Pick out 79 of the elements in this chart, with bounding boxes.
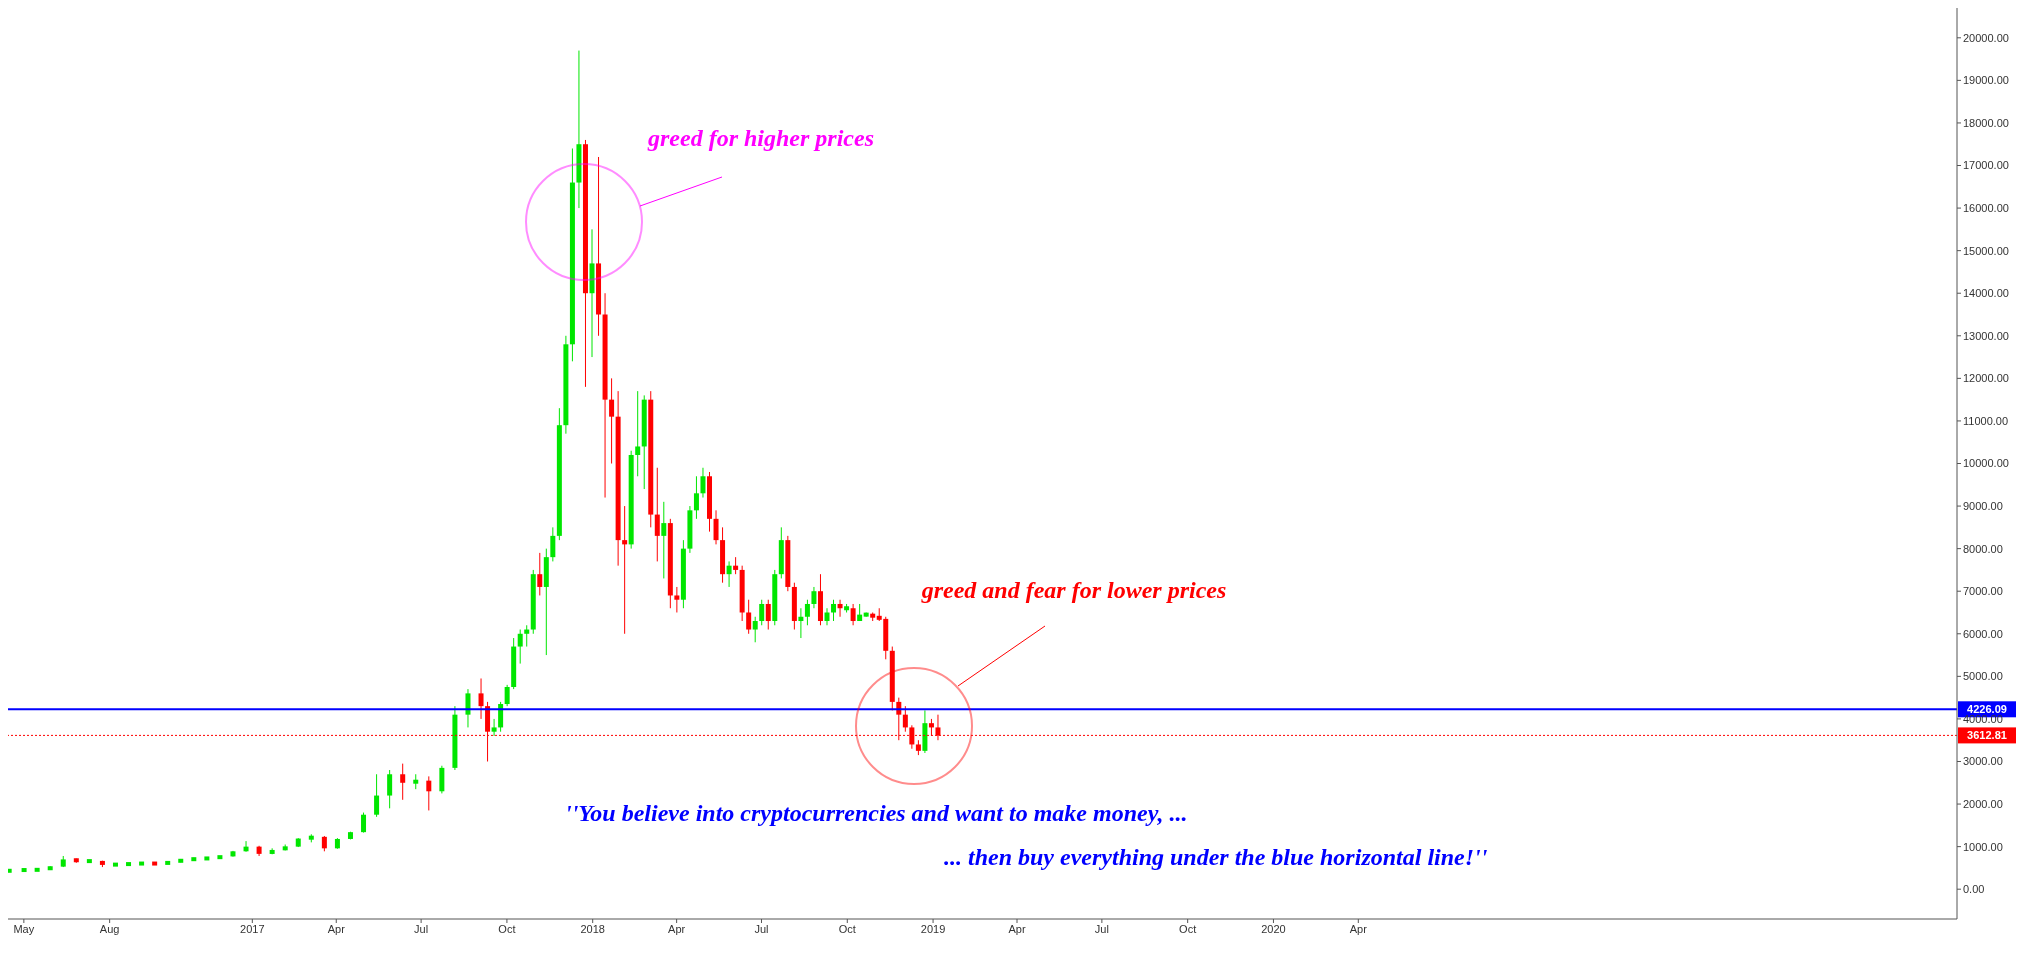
- candlestick: [700, 467, 706, 499]
- candlestick: [765, 599, 771, 631]
- y-tick-label: 15000.00: [1963, 244, 2009, 257]
- y-tick-label: 20000.00: [1963, 31, 2009, 44]
- x-tick-label: Jul: [414, 922, 429, 935]
- x-tick-label: Jul: [754, 922, 769, 935]
- x-tick-label: Apr: [1008, 922, 1026, 935]
- y-tick-label: 5000.00: [1963, 670, 2003, 683]
- x-tick-label: Oct: [838, 922, 856, 935]
- y-tick-label: 14000.00: [1963, 287, 2009, 300]
- x-tick-label: 2019: [920, 922, 946, 935]
- annotation: greed and fear for lower prices: [921, 577, 1227, 604]
- y-tick-label: 12000.00: [1963, 372, 2009, 385]
- y-tick-label: 10000.00: [1963, 457, 2009, 470]
- y-tick-label: 13000.00: [1963, 329, 2009, 342]
- x-tick-label: Apr: [668, 922, 686, 935]
- candlestick: [824, 607, 830, 626]
- y-tick-label: 6000.00: [1963, 627, 2003, 640]
- x-tick-label: Aug: [99, 922, 120, 935]
- ref-line-label: 4226.09: [1967, 703, 2007, 716]
- candlestick: [726, 560, 732, 588]
- candlestick: [811, 586, 817, 609]
- x-tick-label: Oct: [498, 922, 516, 935]
- candlestick: [374, 773, 380, 818]
- candlestick: [804, 599, 810, 626]
- annotation: ''You believe into cryptocurrencies and want to make money, ...: [565, 800, 1188, 827]
- candlestick: [498, 701, 504, 733]
- candlestick: [752, 616, 758, 643]
- y-tick-label: 18000.00: [1963, 116, 2009, 129]
- x-tick-label: Apr: [1349, 922, 1368, 935]
- candlestick: [746, 599, 752, 635]
- candlestick: [635, 390, 641, 477]
- candlestick: [465, 688, 471, 728]
- candlestick: [661, 501, 667, 579]
- candlestick: [902, 705, 908, 733]
- y-tick-label: 2000.00: [1963, 797, 2003, 810]
- x-tick-label: Oct: [1179, 922, 1197, 935]
- candlestick: [837, 599, 843, 618]
- y-tick-label: 1000.00: [1963, 840, 2003, 853]
- y-tick-label: 3000.00: [1963, 755, 2003, 768]
- candlestick: [400, 763, 406, 801]
- y-tick-label: 16000.00: [1963, 201, 2009, 214]
- candlestick: [693, 475, 699, 520]
- x-tick-label: Jul: [1094, 922, 1109, 935]
- candlestick: [850, 603, 856, 626]
- candlestick: [517, 629, 523, 665]
- annotation: ... then buy everything under the blue horizontal line!'': [944, 844, 1488, 871]
- y-tick-label: 17000.00: [1963, 159, 2009, 172]
- y-tick-label: 9000.00: [1963, 499, 2003, 512]
- y-tick-label: 11000.00: [1963, 414, 2009, 427]
- annotation: greed for higher prices: [648, 125, 874, 152]
- y-tick-label: 7000.00: [1963, 585, 2003, 598]
- y-tick-label: 8000.00: [1963, 542, 2003, 555]
- candlestick: [798, 607, 804, 639]
- candlestick: [713, 509, 719, 545]
- x-tick-label: 2017: [240, 922, 265, 935]
- candlestick: [478, 677, 484, 720]
- candlestick: [524, 624, 530, 648]
- x-tick-label: Apr: [327, 922, 346, 935]
- candlestick: [831, 599, 837, 622]
- candlestick: [550, 526, 556, 562]
- ref-line-label: 3612.81: [1967, 729, 2007, 742]
- candlestick: [387, 769, 393, 809]
- x-tick-label: May: [13, 922, 35, 935]
- candlestick: [622, 505, 628, 635]
- candlestick: [537, 552, 543, 596]
- candlestick: [491, 718, 497, 737]
- y-tick-label: 0.00: [1963, 883, 1985, 896]
- x-tick-label: 2020: [1261, 922, 1286, 935]
- candlestick: [609, 377, 615, 464]
- candlestick: [439, 765, 445, 794]
- candlestick: [361, 812, 367, 834]
- candlestick: [654, 467, 660, 562]
- candlestick: [674, 586, 680, 613]
- candlestick: [504, 684, 510, 707]
- y-tick-label: 19000.00: [1963, 74, 2009, 87]
- candlestick: [426, 775, 432, 811]
- x-tick-label: 2018: [580, 922, 605, 935]
- candlestick: [759, 599, 765, 626]
